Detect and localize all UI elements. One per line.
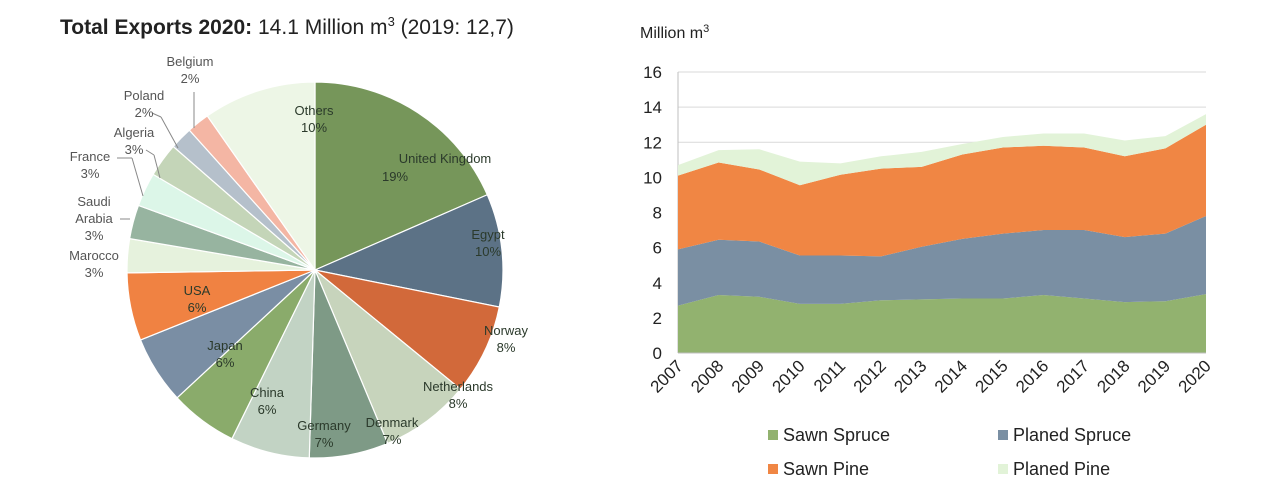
x-tick-2018: 2018 (1093, 356, 1133, 396)
x-tick-2013: 2013 (890, 356, 930, 396)
pie-pct-netherlands: 8% (449, 396, 468, 411)
pie-label-marocco: Marocco (69, 248, 119, 263)
area-sawn-pine (678, 124, 1206, 257)
pie-label-netherlands: Netherlands (423, 379, 494, 394)
legend-label-planed-spruce: Planed Spruce (1013, 425, 1131, 445)
pie-leader-algeria (153, 154, 161, 179)
y-tick-16: 16 (643, 63, 662, 82)
y-tick-12: 12 (643, 133, 662, 152)
pie-leader-algeria (145, 149, 155, 156)
pie-label-algeria: Algeria (114, 125, 155, 140)
pie-label-japan: Japan (207, 338, 242, 353)
y-tick-6: 6 (653, 239, 662, 258)
pie-label-usa: USA (184, 283, 211, 298)
legend-label-planed-pine: Planed Pine (1013, 459, 1110, 479)
pie-pct-algeria: 3% (125, 142, 144, 157)
pie-pct-china: 6% (258, 402, 277, 417)
pie-slice-united-kingdom (314, 81, 489, 271)
x-tick-2012: 2012 (850, 356, 890, 396)
pie-label-china: China (250, 385, 285, 400)
pie-title-bold: Total Exports 2020: (60, 16, 253, 39)
legend-swatch-sawn-pine (768, 464, 778, 474)
legend-label-sawn-pine: Sawn Pine (783, 459, 869, 479)
pie-chart-title: Total Exports 2020: 14.1 Million m3 (201… (60, 14, 514, 40)
pie-title-value: 14.1 Million m (252, 16, 388, 39)
x-tick-2016: 2016 (1012, 356, 1052, 396)
area-planed-pine (678, 114, 1206, 186)
legend-swatch-sawn-spruce (768, 430, 778, 440)
y-tick-10: 10 (643, 168, 662, 187)
legend-swatch-planed-spruce (998, 430, 1008, 440)
pie-pct-saudi-arabia: 3% (85, 228, 104, 243)
pie-label-saudi-arabia: Saudi (77, 194, 110, 209)
pie-pct-france: 3% (81, 166, 100, 181)
pie-label-others: Others (294, 103, 334, 118)
pie-pct-germany: 7% (315, 435, 334, 450)
pie-pct-denmark: 7% (383, 432, 402, 447)
x-tick-2014: 2014 (931, 356, 971, 396)
legend-label-sawn-spruce: Sawn Spruce (783, 425, 890, 445)
pie-label-poland: Poland (124, 88, 164, 103)
pie-pct-japan: 6% (216, 355, 235, 370)
pie-label-germany: Germany (297, 418, 351, 433)
pie-pct-marocco: 3% (85, 265, 104, 280)
area-planed-spruce (678, 216, 1206, 306)
pie-leader-france (131, 157, 144, 197)
pie-pct-united-kingdom: 19% (382, 169, 408, 184)
x-tick-2008: 2008 (687, 356, 727, 396)
pie-label-norway: Norway (484, 323, 529, 338)
area-sawn-spruce (678, 294, 1206, 353)
pie-label-egypt: Egypt (471, 227, 505, 242)
x-tick-2017: 2017 (1053, 356, 1093, 396)
y-tick-4: 4 (653, 274, 662, 293)
y-axis-label-sup: 3 (703, 23, 709, 35)
y-tick-0: 0 (653, 344, 662, 363)
x-tick-2010: 2010 (768, 356, 808, 396)
pie-pct-others: 10% (301, 120, 327, 135)
pie-pct-egypt: 10% (475, 244, 501, 259)
pie-label-denmark: Denmark (366, 415, 419, 430)
x-tick-2009: 2009 (728, 356, 768, 396)
pie-label-united-kingdom: United Kingdom (399, 151, 492, 166)
pie-label-saudi-arabia: Arabia (75, 211, 113, 226)
y-tick-8: 8 (653, 204, 662, 223)
pie-leader-poland (151, 112, 162, 118)
x-tick-2019: 2019 (1134, 356, 1174, 396)
pie-label-belgium: Belgium (167, 54, 214, 69)
pie-pct-poland: 2% (135, 105, 154, 120)
pie-slice-norway (314, 269, 501, 390)
pie-slice-netherlands (314, 269, 462, 445)
y-tick-2: 2 (653, 309, 662, 328)
pie-leader-poland (160, 116, 179, 149)
y-tick-14: 14 (643, 98, 662, 117)
y-axis-label: Million m3 (640, 23, 709, 42)
pie-pct-norway: 8% (497, 340, 516, 355)
pie-label-france: France (70, 149, 110, 164)
pie-title-sup: 3 (387, 14, 395, 29)
pie-chart: United Kingdom 19% Egypt 10% Norway 8% Netherl… (69, 54, 529, 459)
legend-swatch-planed-pine (998, 464, 1008, 474)
x-tick-2015: 2015 (972, 356, 1012, 396)
pie-pct-usa: 6% (188, 300, 207, 315)
pie-slice-others (206, 81, 316, 272)
pie-pct-belgium: 2% (181, 71, 200, 86)
x-tick-2020: 2020 (1175, 356, 1215, 396)
x-tick-2011: 2011 (810, 356, 849, 395)
pie-title-suffix: (2019: 12,7) (394, 16, 514, 39)
